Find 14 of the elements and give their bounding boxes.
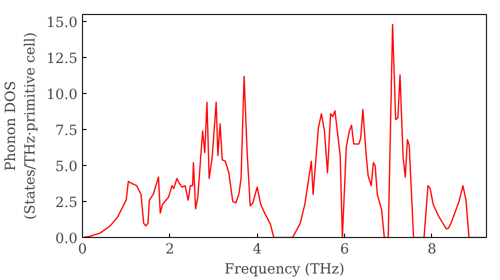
x-tick-label: 0 [78, 242, 87, 258]
y-tick-label: 2.5 [55, 195, 78, 212]
y-tick-label: 0.0 [55, 231, 78, 247]
y-tick-label: 10.0 [46, 87, 78, 104]
y-tick-label: 12.5 [46, 51, 78, 68]
y-axis-title: Phonon DOS (States/THz·primitive cell) [3, 32, 38, 220]
x-tick-label: 4 [252, 242, 262, 258]
x-axis-title: Frequency (THz) [224, 262, 345, 278]
x-tick-label: 8 [427, 242, 436, 258]
x-tick-label: 2 [165, 242, 174, 258]
x-tick-label: 6 [340, 242, 350, 258]
y-tick-label: 7.5 [55, 123, 78, 140]
y-tick-label: 5.0 [55, 159, 78, 176]
y-tick-label: 15.0 [46, 15, 78, 32]
